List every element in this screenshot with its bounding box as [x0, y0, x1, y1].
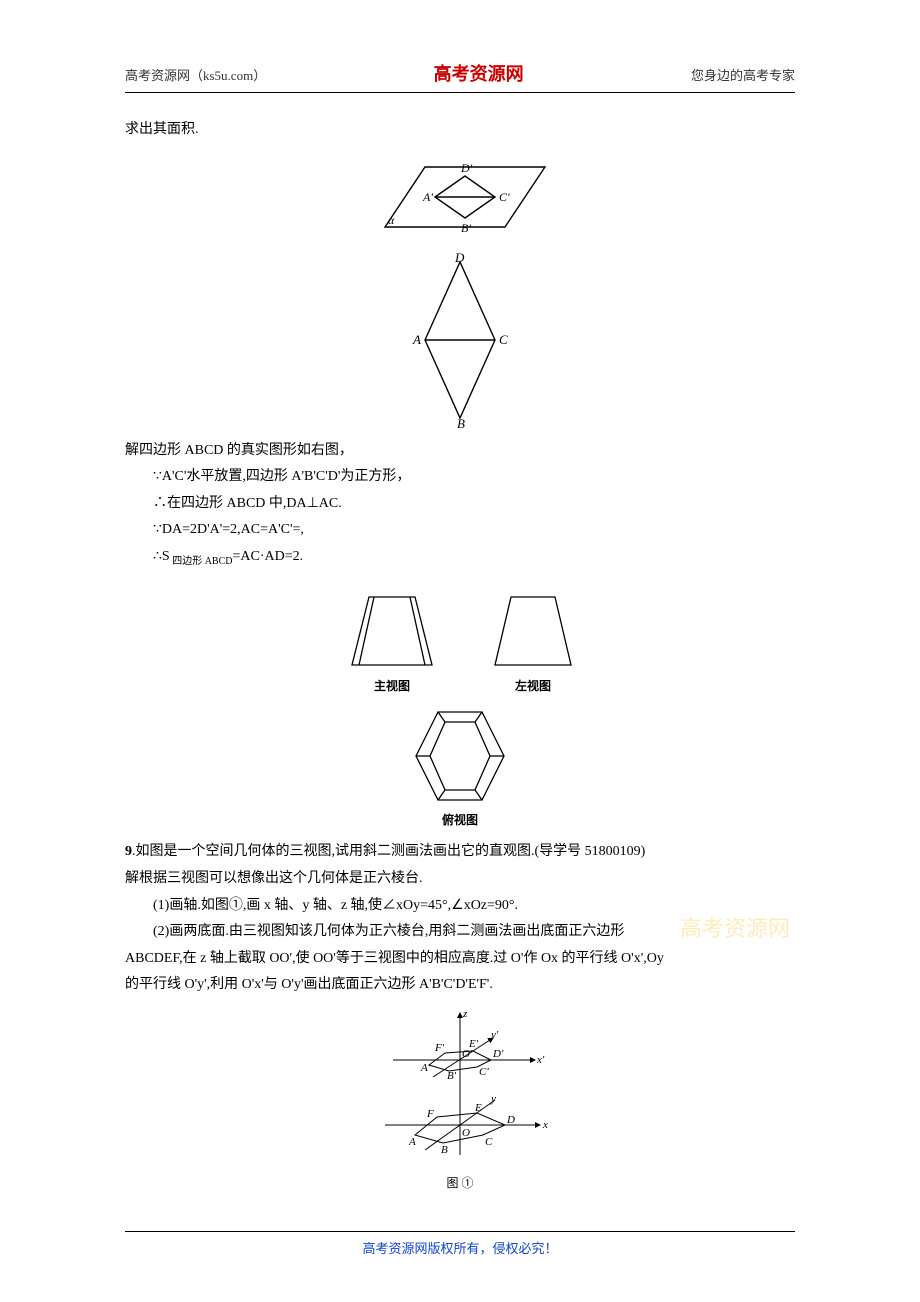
figure-oblique-caption: 图 ① [125, 1172, 795, 1195]
top-view-label: 俯视图 [125, 809, 795, 832]
q9-step2a: (2)画两底面.由三视图知该几何体为正六棱台,用斜二测画法画出底面正六边形 [125, 919, 795, 946]
line-area-prompt: 求出其面积. [125, 117, 795, 144]
figure-rhombus: A B C D [125, 250, 795, 430]
parallelogram-svg: α A' B' C' D' [365, 152, 555, 242]
svg-text:E: E [474, 1102, 482, 1114]
svg-text:E': E' [468, 1038, 479, 1050]
label-Dp: D' [460, 161, 473, 175]
label-C: C [499, 332, 508, 347]
three-views-row: 主视图 左视图 [125, 585, 795, 698]
label-A: A [412, 332, 421, 347]
svg-text:z: z [462, 1008, 468, 1020]
page-header: 高考资源网（ks5u.com） 高考资源网 您身边的高考专家 [125, 60, 795, 90]
header-center: 高考资源网 [434, 60, 524, 86]
svg-text:D: D [506, 1114, 515, 1126]
header-separator [125, 92, 795, 93]
svg-text:C': C' [479, 1066, 489, 1078]
solution-line-3: ∴在四边形 ABCD 中,DA⊥AC. [125, 491, 795, 518]
svg-text:D': D' [492, 1048, 504, 1060]
solution-line-2: ∵A'C'水平放置,四边形 A'B'C'D'为正方形， [125, 464, 795, 491]
svg-text:x: x [542, 1119, 548, 1131]
q9-solution-intro: 解根据三视图可以想像出这个几何体是正六棱台. [125, 866, 795, 893]
solution-line-1: 解四边形 ABCD 的真实图形如右图， [125, 438, 795, 465]
q9-step2b: ABCDEF,在 z 轴上截取 OO',使 OO'等于三视图中的相应高度.过 O… [125, 946, 795, 973]
svg-text:y: y [490, 1093, 496, 1105]
svg-text:F': F' [434, 1042, 445, 1054]
label-alpha: α [388, 213, 395, 227]
svg-text:B': B' [447, 1070, 457, 1082]
question-9: 9.如图是一个空间几何体的三视图,试用斜二测画法画出它的直观图.(导学号 518… [125, 839, 795, 866]
svg-text:F: F [426, 1108, 434, 1120]
svg-text:x': x' [536, 1054, 545, 1066]
svg-text:C: C [485, 1136, 493, 1148]
main-view: 主视图 [337, 585, 447, 698]
q9-step2c: 的平行线 O'y',利用 O'x'与 O'y'画出底面正六边形 A'B'C'D'… [125, 972, 795, 999]
header-right: 您身边的高考专家 [691, 65, 795, 84]
svg-text:A': A' [420, 1062, 431, 1074]
page-footer: 高考资源网版权所有，侵权必究！ [0, 1231, 920, 1258]
figure-oblique: z x y x' y' O O' A B C D E F A' B' C' D' [125, 1005, 795, 1195]
svg-text:A: A [408, 1136, 416, 1148]
label-Cp: C' [499, 190, 510, 204]
svg-text:B: B [441, 1144, 448, 1156]
rhombus-svg: A B C D [395, 250, 525, 430]
left-view: 左视图 [483, 585, 583, 698]
q9-step1: (1)画轴.如图①,画 x 轴、y 轴、z 轴,使∠xOy=45°,∠xOz=9… [125, 893, 795, 920]
top-view: 俯视图 [125, 704, 795, 832]
header-left: 高考资源网（ks5u.com） [125, 65, 266, 84]
solution-line-4: ∵DA=2D'A'=2,AC=A'C'=, [125, 517, 795, 544]
document-body: 求出其面积. α A' B' C' D' [125, 117, 795, 1195]
figure-parallelogram: α A' B' C' D' [125, 152, 795, 242]
label-B: B [457, 416, 465, 430]
svg-text:y': y' [490, 1029, 499, 1041]
main-view-label: 主视图 [337, 675, 447, 698]
label-Ap: A' [422, 190, 433, 204]
label-D: D [454, 250, 465, 265]
label-Bp: B' [461, 221, 471, 235]
solution-line-5: ∴S 四边形 ABCD=AC·AD=2. [125, 544, 795, 571]
left-view-label: 左视图 [483, 675, 583, 698]
footer-text: 高考资源网版权所有，侵权必究！ [362, 1241, 557, 1256]
svg-text:O: O [462, 1127, 470, 1139]
footer-separator [125, 1231, 795, 1232]
